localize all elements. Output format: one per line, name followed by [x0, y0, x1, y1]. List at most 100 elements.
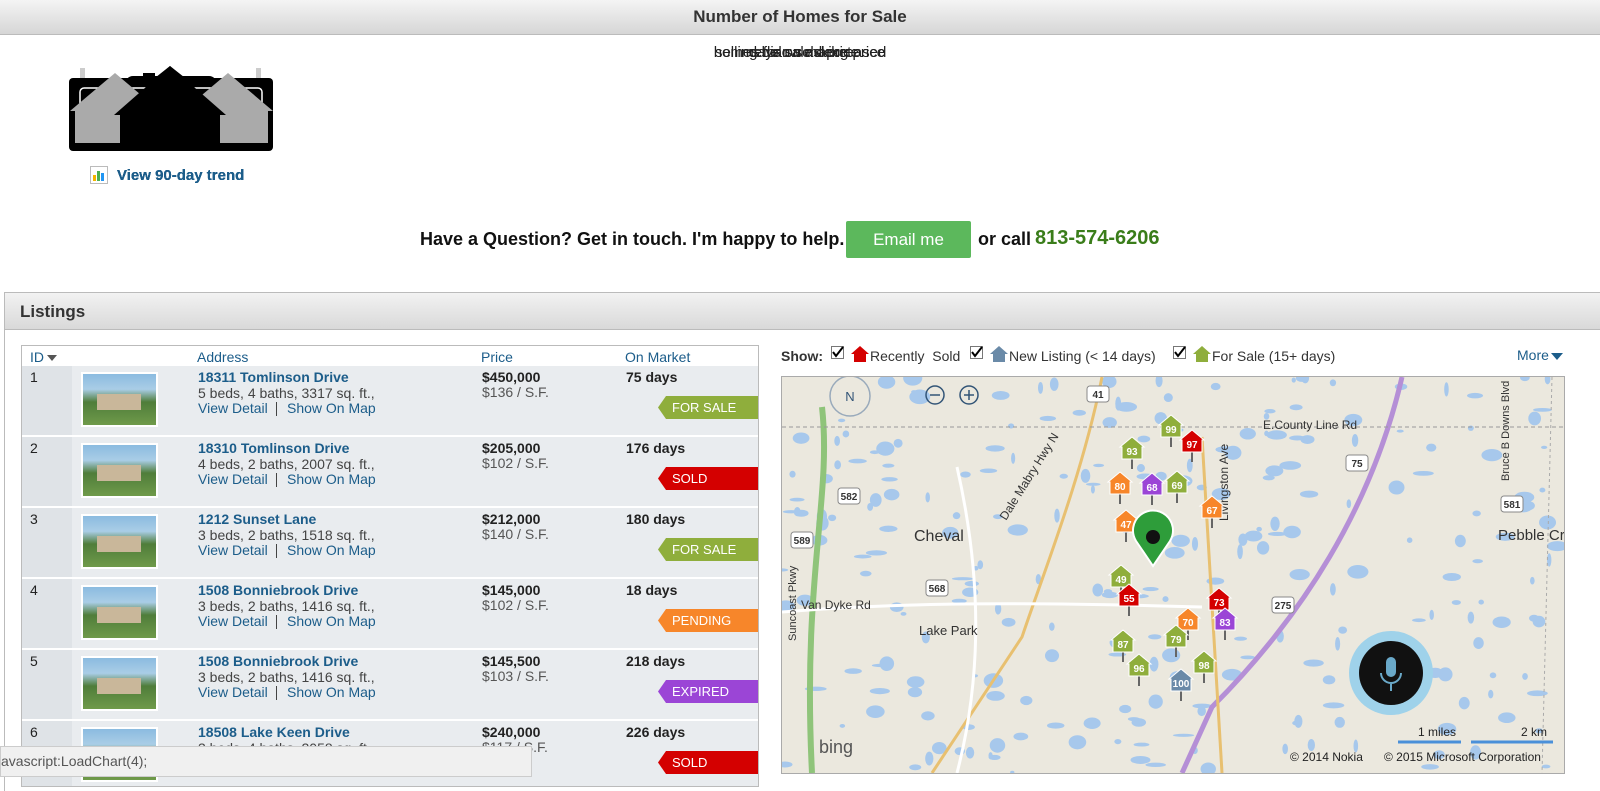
water — [964, 580, 979, 587]
house-icon — [1193, 346, 1211, 362]
view-detail-link[interactable]: View Detail — [198, 471, 268, 487]
column-header[interactable]: On Market — [625, 349, 691, 365]
filter-label: New Listing (< 14 days) — [1009, 348, 1156, 364]
water — [951, 598, 967, 604]
water — [1059, 473, 1068, 479]
water — [1049, 622, 1055, 631]
view-detail-link[interactable]: View Detail — [198, 542, 268, 558]
on-market: 176 days — [626, 440, 686, 456]
water — [1467, 425, 1474, 431]
trend-link[interactable]: View 90-day trend — [117, 167, 245, 184]
stat-value: 120 — [776, 101, 824, 132]
listings-header — [5, 293, 1600, 330]
on-market: 218 days — [626, 653, 686, 669]
trend-link[interactable]: View 90-day trend — [117, 167, 245, 184]
photo-house — [97, 394, 141, 410]
view-detail-link[interactable]: View Detail — [198, 400, 268, 416]
show-on-map-link[interactable]: Show On Map — [287, 471, 376, 487]
water — [921, 631, 930, 644]
water — [882, 463, 895, 468]
water — [1145, 762, 1166, 768]
icon-bar — [97, 171, 100, 181]
listing-address[interactable]: 1212 Sunset Lane — [198, 511, 317, 527]
listing-photo — [81, 514, 158, 569]
map[interactable]: Cheval Van Dyke Rd Lake Park Pebble Cr E.Cou… — [781, 376, 1565, 774]
column-header[interactable]: Price — [481, 349, 513, 365]
listing-row: 1 18311 Tomlinson Drive 5 beds, 4 baths, 3… — [22, 366, 758, 437]
photo-house — [97, 465, 141, 481]
water — [1467, 392, 1484, 399]
show-on-map-link[interactable]: Show On Map — [287, 684, 376, 700]
water — [1256, 526, 1262, 532]
place-label: Van Dyke Rd — [801, 598, 871, 612]
road-shield — [1271, 596, 1295, 614]
trend-icon — [90, 166, 108, 184]
more-menu[interactable]: More — [1517, 347, 1549, 363]
marker-label: 49 — [1115, 575, 1127, 586]
water — [1130, 755, 1151, 764]
water — [1530, 576, 1535, 585]
water — [1406, 537, 1413, 543]
listing-address[interactable]: 18311 Tomlinson Drive — [198, 369, 349, 385]
house — [114, 66, 226, 151]
water — [1093, 463, 1105, 468]
water — [794, 506, 801, 517]
water — [1472, 559, 1483, 564]
trend-link[interactable]: View 90-day trend — [117, 167, 245, 184]
zoom-button — [925, 385, 945, 405]
listing-marker — [1125, 653, 1153, 677]
water — [1114, 738, 1122, 745]
listing-address[interactable]: 18508 Lake Keen Drive — [198, 724, 350, 740]
show-on-map-link[interactable]: Show On Map — [287, 400, 376, 416]
compass-label: N — [845, 389, 854, 404]
checkbox[interactable] — [970, 346, 984, 360]
checkbox[interactable] — [1173, 346, 1187, 360]
road-shield — [1345, 454, 1369, 472]
scale-label: 1 miles — [1418, 725, 1456, 739]
checkmark — [1174, 346, 1186, 358]
listing-marker — [1178, 429, 1206, 453]
water — [1224, 445, 1242, 460]
water — [1307, 738, 1315, 752]
water — [1240, 655, 1255, 660]
id-cell — [22, 366, 72, 435]
water — [985, 445, 1005, 452]
more-arrow — [1551, 353, 1563, 360]
column-header[interactable]: Address — [197, 349, 249, 365]
view-detail-link[interactable]: View Detail — [198, 613, 268, 629]
road-shield — [1500, 495, 1524, 513]
water — [1035, 573, 1042, 585]
listing-marker — [1174, 607, 1202, 631]
water — [1270, 516, 1280, 531]
listing-address[interactable]: 18310 Tomlinson Drive — [198, 440, 350, 456]
listing-address[interactable]: 1508 Bonniebrook Drive — [198, 582, 359, 598]
listing-marker — [1162, 624, 1190, 648]
show-on-map-link[interactable]: Show On Map — [287, 542, 376, 558]
highway — [1541, 377, 1553, 773]
price-per-sf: $103 / S.F. — [482, 668, 549, 684]
water — [907, 687, 923, 698]
water — [1092, 583, 1104, 597]
water — [1535, 728, 1544, 734]
trend-link[interactable]: View 90-day trend — [117, 167, 245, 184]
filter-label: Recently Sold — [870, 348, 961, 364]
water — [1234, 636, 1248, 641]
checkbox[interactable] — [831, 346, 845, 360]
water — [1539, 487, 1546, 493]
view-detail-link[interactable]: View Detail — [198, 684, 268, 700]
shield-label: 41 — [1092, 390, 1104, 401]
water — [1155, 377, 1163, 388]
water — [1279, 461, 1302, 470]
water — [1544, 377, 1551, 385]
water — [1478, 599, 1484, 605]
id-cell — [22, 508, 72, 577]
water — [1127, 717, 1140, 722]
id-cell — [22, 437, 72, 506]
column-header[interactable]: ID — [30, 349, 44, 365]
water — [1162, 596, 1169, 603]
water — [1412, 470, 1434, 476]
email-button[interactable]: Email me — [846, 221, 971, 258]
listing-address[interactable]: 1508 Bonniebrook Drive — [198, 653, 359, 669]
show-on-map-link[interactable]: Show On Map — [287, 613, 376, 629]
shield-label: 275 — [1275, 601, 1292, 612]
